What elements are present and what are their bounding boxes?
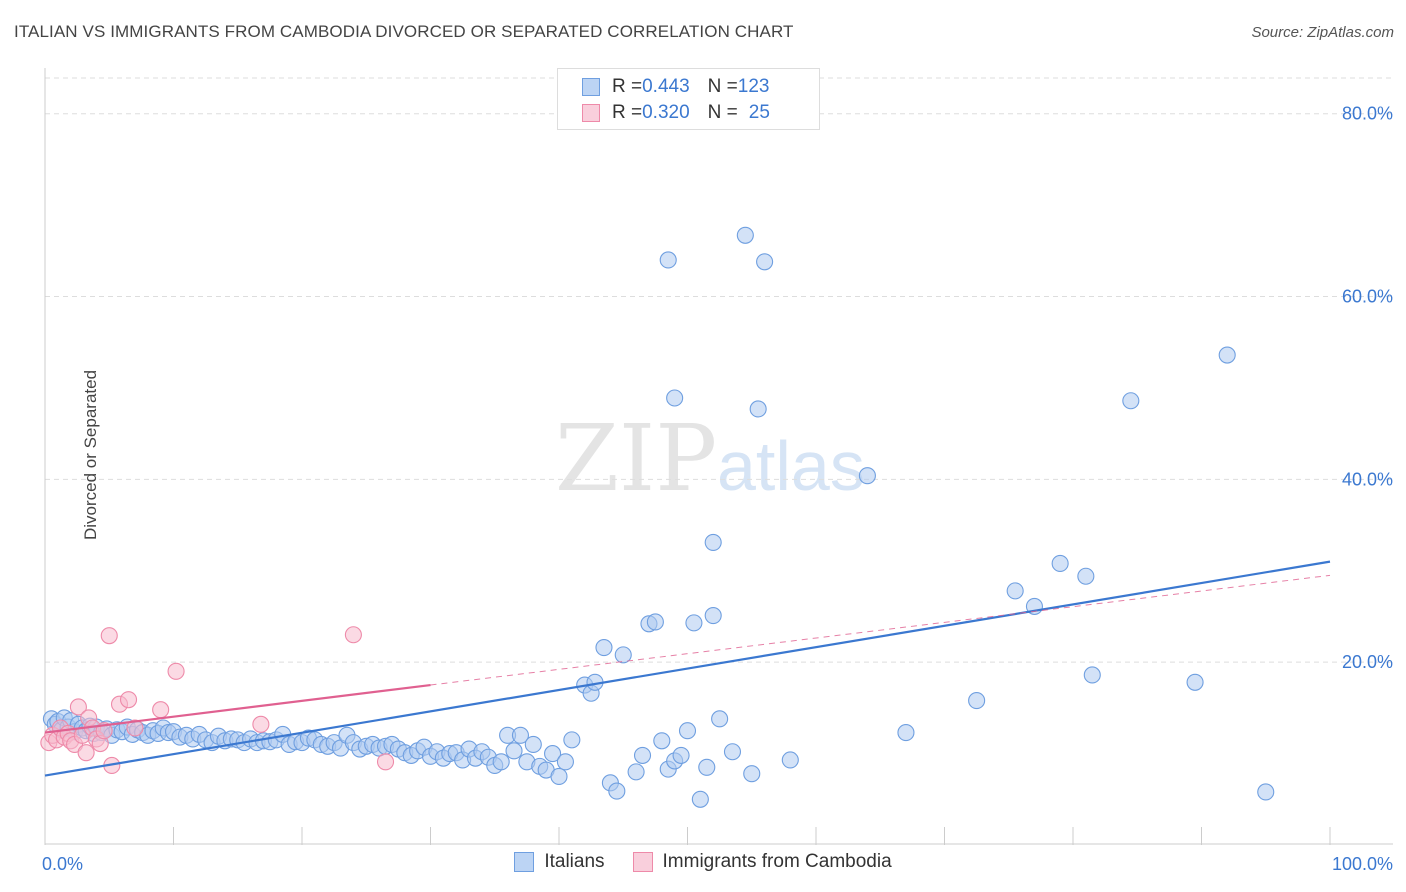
r-value: 0.320: [642, 102, 690, 123]
stats-legend: R = 0.443 N = 123 R = 0.320 N = 25: [557, 68, 820, 130]
y-tick-label: 80.0%: [1342, 104, 1393, 124]
italians-point: [685, 614, 703, 632]
italians-point: [858, 467, 876, 485]
italians-point: [1077, 567, 1095, 585]
stats-row-italians: R = 0.443 N = 123: [582, 75, 769, 99]
y-tick-label: 60.0%: [1342, 287, 1393, 307]
stats-row-cambodia: R = 0.320 N = 25: [582, 101, 770, 125]
series-legend: Italians Immigrants from Cambodia: [0, 851, 1406, 873]
italians-point: [704, 533, 722, 551]
y-axis-label: Divorced or Separated: [81, 369, 101, 541]
legend-label: Italians: [544, 851, 605, 872]
chart-title: ITALIAN VS IMMIGRANTS FROM CAMBODIA DIVO…: [14, 22, 794, 41]
italians-point: [749, 400, 767, 418]
italians-point: [633, 746, 652, 764]
italians-point: [614, 646, 632, 664]
cambodia-point: [167, 662, 185, 680]
legend-item-cambodia[interactable]: Immigrants from Cambodia: [632, 851, 892, 873]
italians-point: [756, 253, 774, 271]
italians-point: [736, 226, 754, 244]
italians-point: [511, 726, 530, 744]
italians-point: [711, 710, 729, 728]
italians-point: [653, 732, 671, 750]
n-label: N =: [707, 102, 738, 123]
italians-point: [968, 692, 986, 710]
italians-point: [524, 735, 542, 753]
n-label: N =: [707, 76, 738, 97]
italians-point: [608, 782, 626, 800]
italians-point: [1186, 673, 1204, 691]
italians-swatch: [514, 852, 535, 872]
italians-point: [1083, 666, 1101, 684]
italians-point: [556, 753, 574, 771]
italians-point: [666, 389, 684, 407]
italians-point: [544, 745, 562, 763]
italians-point: [672, 746, 690, 764]
cambodia-point: [252, 715, 270, 733]
italians-point: [505, 742, 523, 760]
italians-point: [781, 751, 799, 769]
cambodia-trendline: [44, 683, 431, 734]
italians-point: [1051, 554, 1069, 573]
x-tick-label: 0.0%: [42, 854, 83, 874]
cambodia-point: [69, 698, 87, 716]
italians-point: [492, 753, 510, 771]
n-value: 25: [748, 102, 770, 123]
r-value: 0.443: [642, 76, 690, 97]
italians-point: [1218, 346, 1236, 364]
y-tick-label: 40.0%: [1342, 469, 1393, 489]
italians-point: [595, 639, 613, 657]
italians-point: [678, 722, 697, 740]
italians-point: [691, 790, 709, 808]
cambodia-point: [77, 744, 95, 762]
legend-item-italians[interactable]: Italians: [514, 851, 605, 873]
legend-label: Immigrants from Cambodia: [662, 851, 892, 872]
cambodia-point: [376, 753, 395, 771]
cambodia-swatch: [582, 104, 600, 122]
italians-point: [1006, 582, 1024, 600]
watermark-atlas: atlas: [717, 427, 865, 505]
italians-swatch: [582, 78, 600, 96]
r-label: R =: [612, 76, 643, 97]
italians-point: [723, 743, 742, 761]
x-tick-label: 100.0%: [1332, 854, 1393, 874]
cambodia-point: [119, 691, 138, 709]
italians-point: [1257, 783, 1275, 801]
italians-point: [1122, 392, 1140, 410]
y-tick-label: 20.0%: [1342, 652, 1393, 672]
italians-point: [646, 613, 664, 631]
cambodia-point: [344, 626, 362, 644]
italians-point: [563, 731, 581, 749]
cambodia-point: [126, 719, 144, 737]
italians-point: [743, 765, 761, 783]
r-label: R =: [612, 102, 643, 123]
italians-point: [704, 607, 722, 625]
cambodia-point: [100, 627, 118, 645]
italians-point: [627, 763, 645, 781]
italians-point: [698, 758, 716, 776]
cambodia-trendline-extension: [430, 574, 1331, 686]
italians-trendline: [44, 560, 1331, 777]
italians-point: [897, 724, 915, 742]
cambodia-point: [152, 701, 170, 719]
watermark-zip: ZIP: [555, 405, 717, 512]
source-label: Source: ZipAtlas.com: [1251, 24, 1394, 41]
italians-point: [550, 767, 568, 785]
cambodia-swatch: [632, 852, 653, 872]
italians-point: [659, 251, 677, 269]
n-value: 123: [737, 76, 770, 97]
